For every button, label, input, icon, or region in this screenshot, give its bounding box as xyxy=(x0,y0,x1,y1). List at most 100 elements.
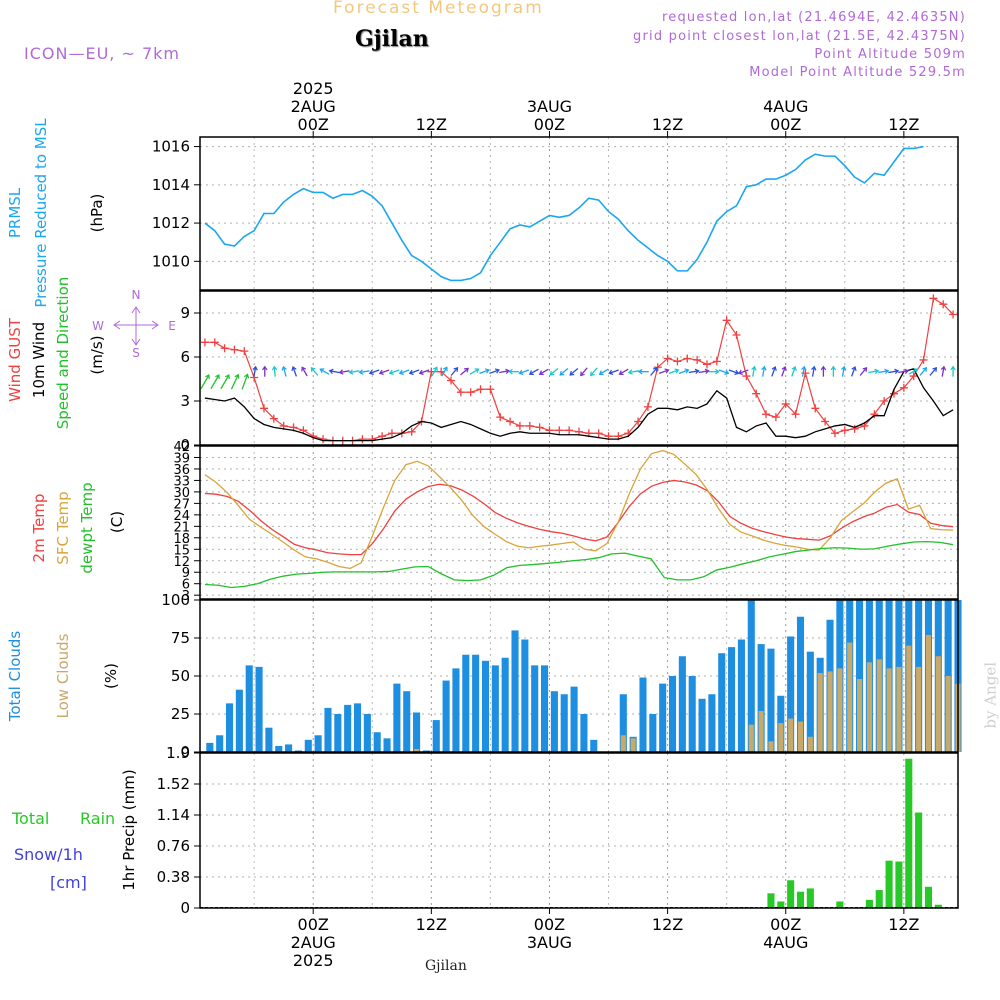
gust-marker xyxy=(496,413,505,422)
wind-direction-arrow xyxy=(580,367,588,376)
gust-marker xyxy=(269,414,278,423)
wind-direction-arrow xyxy=(599,368,609,375)
y-tick-label: 30 xyxy=(173,486,190,501)
total-cloud-bar xyxy=(265,727,273,752)
y-tick-label: 42 xyxy=(173,440,190,455)
total-cloud-bar xyxy=(383,738,391,752)
low-cloud-bar xyxy=(758,710,764,752)
total-cloud-bar xyxy=(570,686,578,752)
rain-bar xyxy=(875,890,883,908)
low-clouds-label: Low Clouds xyxy=(54,633,72,718)
gust-marker xyxy=(899,383,908,392)
point-altitude: Point Altitude 509m xyxy=(814,47,966,62)
wind-arrow-head xyxy=(319,368,325,374)
wind-direction-arrow xyxy=(460,367,469,376)
gust-marker xyxy=(220,344,229,353)
top-time-label: 12Z xyxy=(416,115,447,134)
total-cloud-bar xyxy=(678,656,686,752)
low-cloud-bar xyxy=(886,668,892,752)
wind-arrow-head xyxy=(940,365,947,371)
wind-direction-arrow xyxy=(519,369,530,374)
total-cloud-bar xyxy=(767,648,775,752)
rain-bar xyxy=(787,880,795,908)
wind-arrow-head xyxy=(549,370,555,376)
y-tick-label: 15 xyxy=(173,543,190,558)
bottom-time-label: 12Z xyxy=(416,915,447,934)
wind-direction-arrow xyxy=(273,366,276,377)
rain-bar xyxy=(767,893,775,908)
wind-direction-arrow xyxy=(771,366,776,377)
gust-marker xyxy=(732,331,741,339)
wind-direction-arrow xyxy=(762,366,766,377)
total-cloud-bar xyxy=(334,714,342,752)
gust-marker xyxy=(240,347,249,356)
total-cloud-bar xyxy=(245,665,253,752)
gust-marker xyxy=(870,410,879,419)
wind-direction-arrow xyxy=(941,366,945,377)
y-tick-label: 0.76 xyxy=(157,837,190,855)
wind-direction-arrow xyxy=(220,374,230,390)
gust-marker xyxy=(742,372,751,381)
total-cloud-bar xyxy=(649,714,657,752)
total-cloud-bar xyxy=(619,694,627,752)
bottom-time-label: 00Z xyxy=(770,915,801,934)
low-cloud-bar xyxy=(778,723,784,752)
gust-marker xyxy=(781,399,790,408)
wind-direction-arrow xyxy=(389,369,400,374)
y-tick-label: 3 xyxy=(180,392,190,410)
compass-west-label: W xyxy=(92,319,104,333)
gust-marker xyxy=(555,426,564,435)
wind-direction-arrow xyxy=(292,366,298,377)
wind-arrow-head xyxy=(801,365,807,371)
total-cloud-bar xyxy=(501,657,509,752)
wind-direction-arrow xyxy=(888,370,899,374)
wind-direction-arrow xyxy=(678,369,689,374)
gust-marker xyxy=(525,421,534,430)
gust-marker xyxy=(643,402,652,411)
pressure-label-long: Pressure Reduced to MSL xyxy=(32,118,50,308)
wind-arrow-head xyxy=(494,368,500,374)
gust-marker xyxy=(476,385,485,394)
y-tick-label: 3 xyxy=(182,589,190,604)
wind-direction-arrow xyxy=(908,368,918,375)
wind-arrow-head xyxy=(627,369,633,375)
wind-10m-label: 10m Wind xyxy=(30,322,48,398)
bottom-time-label: 12Z xyxy=(888,915,919,934)
wind-arrow-head xyxy=(724,369,730,375)
gust-marker xyxy=(653,363,662,372)
y-tick-label: 1010 xyxy=(152,252,190,270)
total-cloud-bar xyxy=(737,639,745,752)
gust-marker xyxy=(840,426,849,435)
gust-marker xyxy=(210,338,219,347)
wind-direction-arrow xyxy=(469,368,479,375)
wind-arrow-head xyxy=(453,367,459,372)
low-cloud-bar xyxy=(866,662,872,752)
total-cloud-bar xyxy=(856,600,864,752)
bottom-time-label: 00Z xyxy=(534,915,565,934)
wind-direction-arrow xyxy=(851,366,856,377)
gust-marker xyxy=(200,338,209,347)
gust-marker xyxy=(486,385,495,394)
bottom-time-label: 2AUG xyxy=(291,933,336,952)
top-time-label: 3AUG xyxy=(527,97,572,116)
wind-arrow-head xyxy=(830,365,837,371)
total-cloud-bar xyxy=(285,744,293,752)
precip-unit: 1hr Precip (mm) xyxy=(120,769,138,890)
total-cloud-bar xyxy=(294,750,302,752)
wind-direction-arrow xyxy=(859,367,868,376)
wind-direction-arrow xyxy=(718,369,729,374)
dewpoint-label: dewpt Temp xyxy=(78,482,96,573)
low-cloud-bar xyxy=(768,741,774,752)
gust-marker xyxy=(850,424,859,433)
gust-marker xyxy=(762,410,771,419)
wind-arrow-head xyxy=(291,365,297,371)
wind-arrow-head xyxy=(338,369,344,375)
low-cloud-bar xyxy=(817,672,823,752)
total-cloud-bar xyxy=(659,683,667,752)
rain-bar xyxy=(865,899,873,908)
wind-arrow-head xyxy=(932,367,938,372)
wind-arrow-head xyxy=(408,369,414,375)
wind-direction-arrow xyxy=(349,370,360,374)
place-title: Gjilan xyxy=(355,26,429,52)
